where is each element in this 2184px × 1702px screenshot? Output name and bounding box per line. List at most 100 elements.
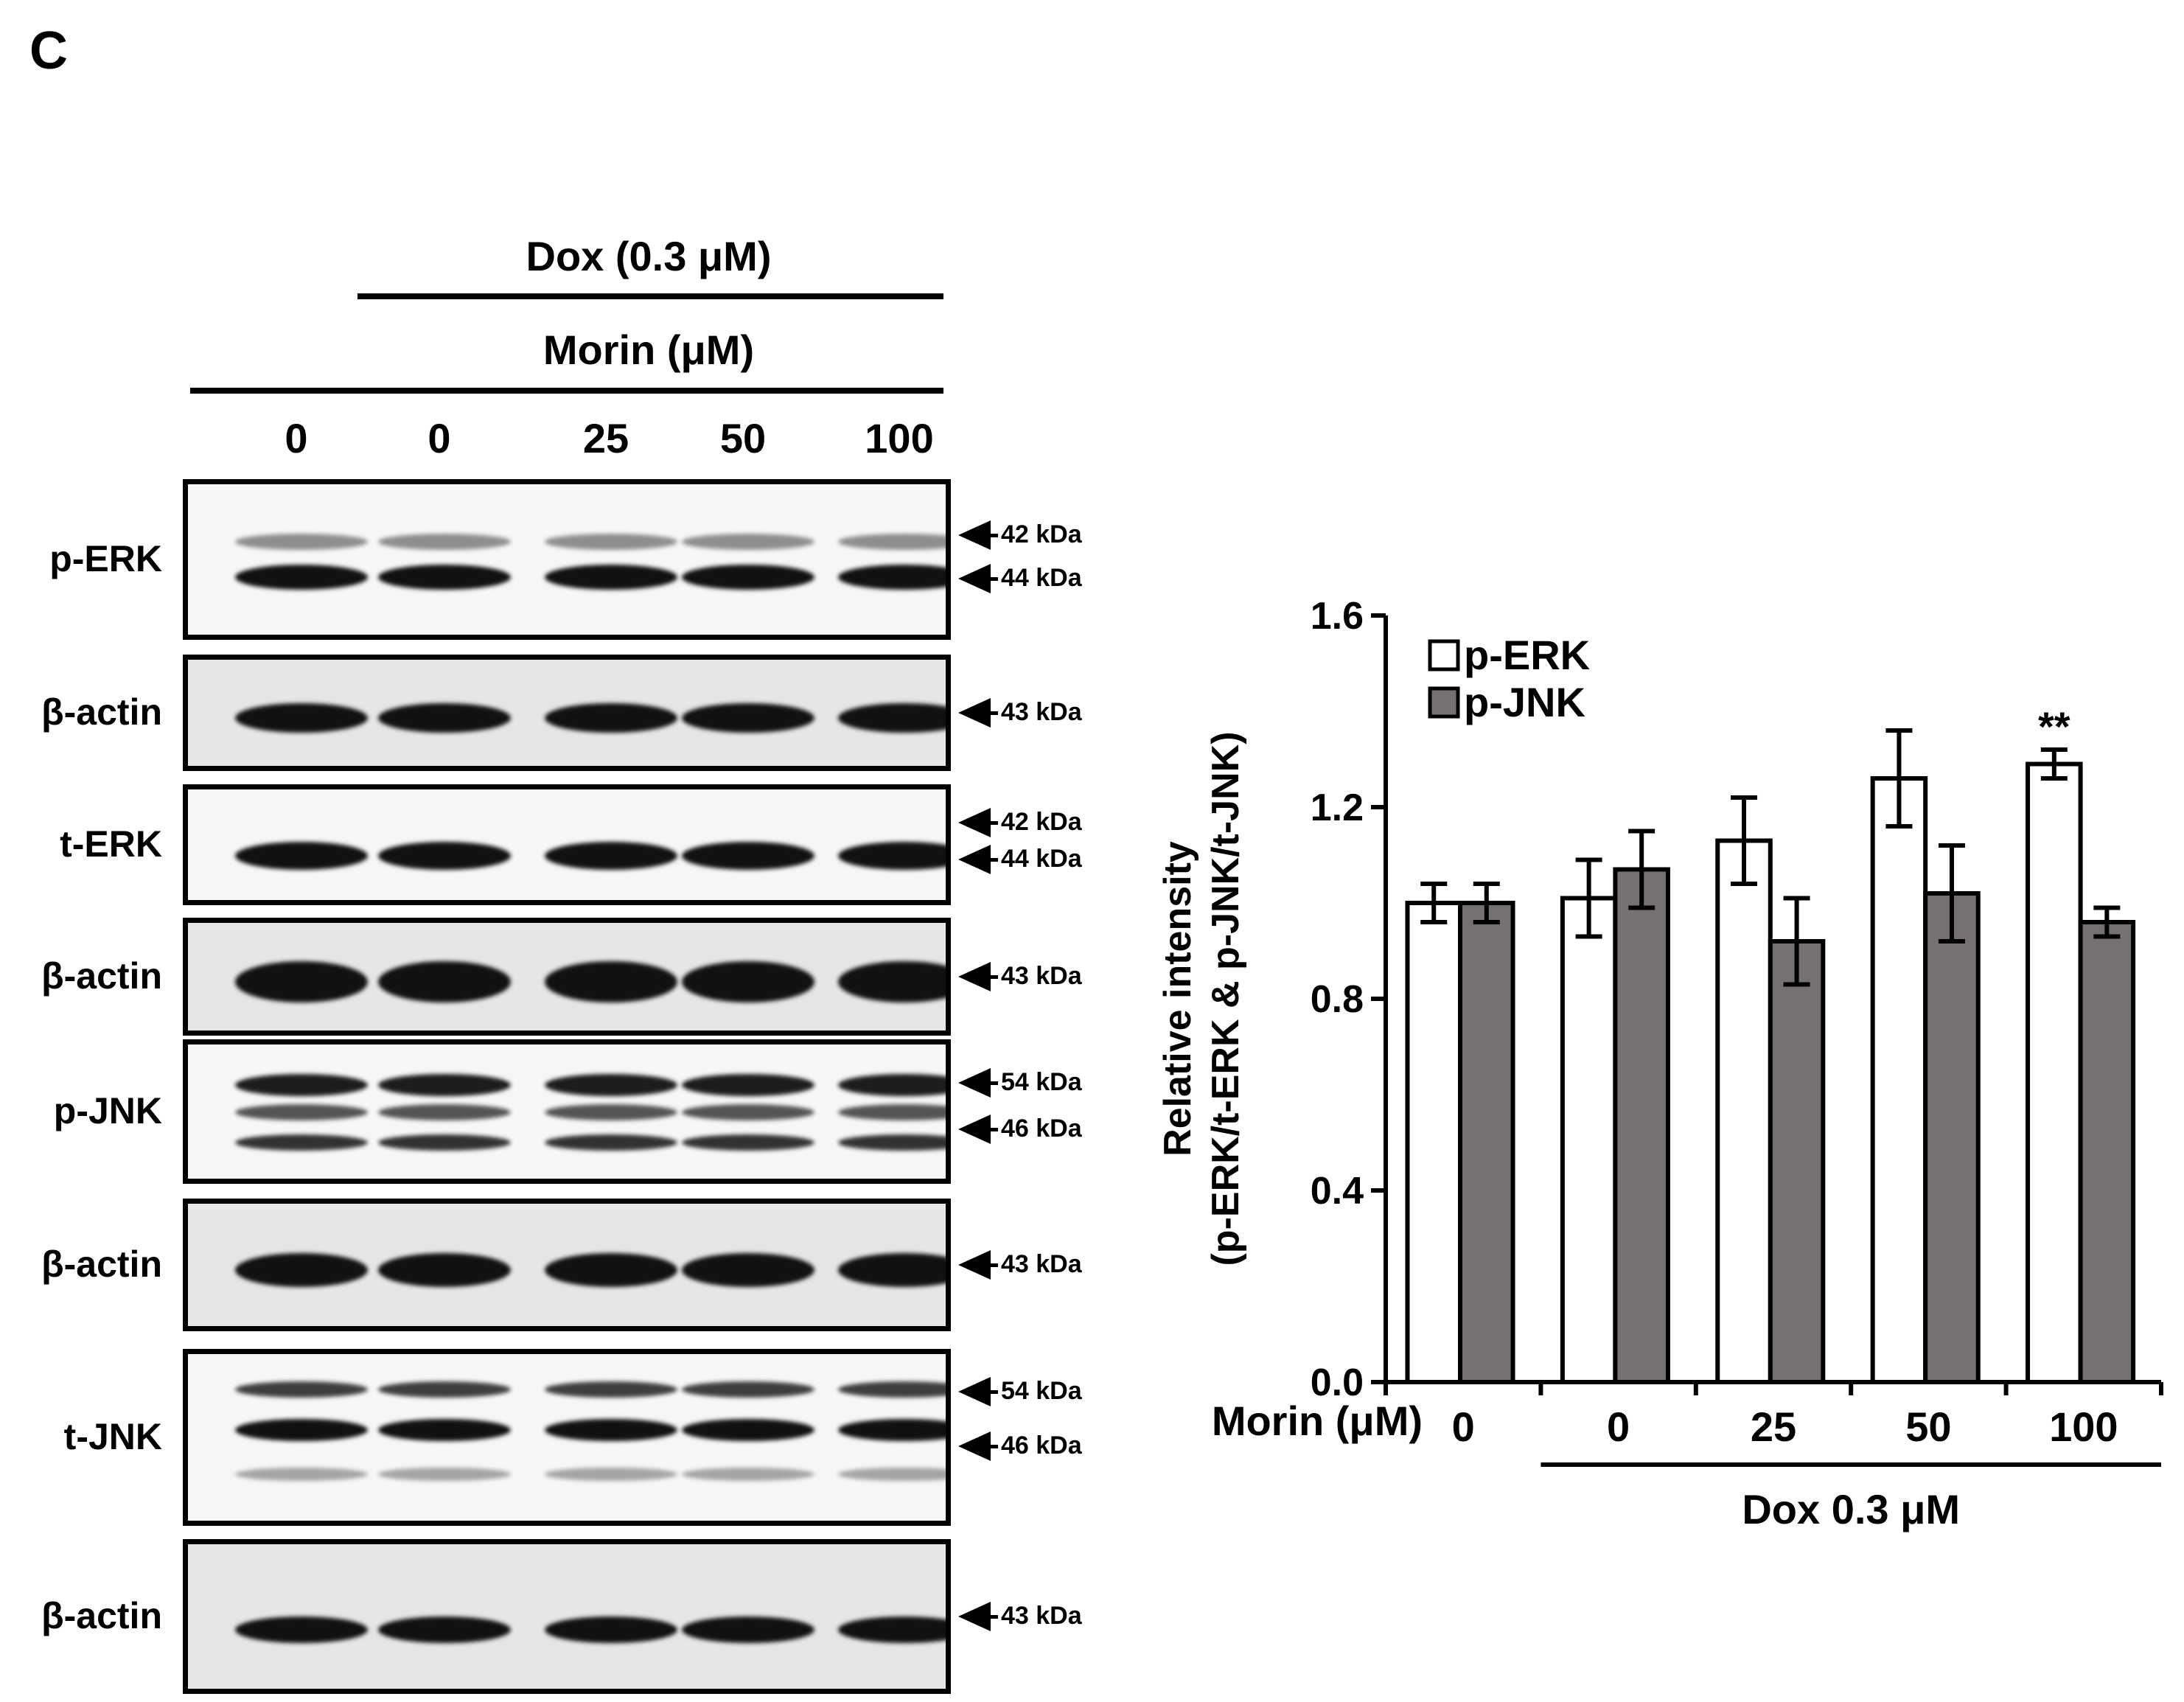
band [378,1253,511,1287]
bar-p-jnk [2078,920,2136,1384]
morin-header: Morin (μM) [542,327,755,373]
band [838,1253,946,1287]
marker-label: 44 kDa [1001,564,1082,593]
band [235,1253,368,1287]
marker-label: 42 kDa [1001,520,1082,549]
band [682,1468,814,1482]
row-label: β-actin [41,955,162,997]
band [838,842,946,871]
row-label: p-JNK [53,1090,162,1131]
band [545,534,677,551]
lane-label: 25 [582,415,629,461]
band [545,1134,677,1151]
band [682,534,814,551]
marker-arrow [958,1250,991,1280]
morin-line [190,388,943,394]
band [838,1468,946,1482]
band [838,703,946,733]
marker-label: 43 kDa [1001,698,1082,726]
band [545,1073,677,1096]
blot-pjnk-4 [183,1039,951,1184]
band [682,1073,814,1096]
band [235,842,368,871]
band [235,1134,368,1151]
marker-label: 54 kDa [1001,1067,1082,1096]
blot-terk-2 [183,784,951,905]
marker-arrow-tail [988,577,998,582]
band [235,1616,368,1643]
legend-swatch-p-jnk [1428,686,1460,719]
band [838,1381,946,1398]
band [378,1468,511,1482]
row-label: t-ERK [60,823,162,865]
band [545,1253,677,1287]
x-axis-prefix: Morin (μM) [1212,1398,1423,1444]
marker-arrow-tail [988,1445,998,1448]
bar-p-erk [1560,896,1618,1384]
marker-label: 46 kDa [1001,1431,1082,1459]
band [838,534,946,551]
lane-label: 0 [285,415,308,461]
band [378,1616,511,1643]
significance-label: ** [2038,703,2070,750]
blot-actin-5 [183,1199,951,1331]
x-tick-label: 50 [1905,1403,1951,1450]
band [378,1419,511,1442]
band [682,961,814,1002]
band [838,1616,946,1643]
row-label: p-ERK [49,538,162,579]
band [235,703,368,733]
marker-arrow-tail [988,1127,998,1131]
y-tick-label: 0.8 [1311,978,1364,1021]
band [235,534,368,551]
band [545,1616,677,1643]
row-label: t-JNK [63,1416,162,1457]
band [545,1419,677,1442]
band [235,1419,368,1442]
bar-p-jnk [1923,891,1981,1384]
band [682,1419,814,1442]
band [378,1073,511,1096]
bar-p-erk [2026,761,2083,1384]
panel-label: C [29,21,68,80]
marker-arrow [958,698,991,728]
row-label: β-actin [41,1595,162,1636]
band [235,1104,368,1121]
band [682,1253,814,1287]
band [378,961,511,1002]
band [838,1419,946,1442]
band [378,1134,511,1151]
blot-tjnk-6 [183,1349,951,1526]
y-tick-label: 0.0 [1311,1361,1364,1404]
marker-arrow [958,1114,991,1144]
marker-label: 43 kDa [1001,962,1082,990]
marker-arrow-tail [988,1081,998,1085]
legend-swatch-p-erk [1428,639,1460,672]
lane-label: 50 [719,415,767,461]
band [545,842,677,871]
blot-actin-3 [183,918,951,1036]
band [378,1104,511,1121]
marker-arrow [958,1431,991,1461]
marker-arrow-tail [988,1615,998,1619]
band [378,703,511,733]
bar-p-jnk [1768,939,1826,1384]
band [378,842,511,871]
x-tick-label: 25 [1751,1403,1796,1450]
y-axis-label: (p-ERK/t-ERK & p-JNK/t-JNK) [1204,731,1247,1266]
marker-label: 54 kDa [1001,1376,1082,1405]
marker-arrow-tail [988,821,998,826]
marker-arrow-tail [988,534,998,538]
marker-arrow [958,962,991,991]
band [378,565,511,590]
marker-arrow [958,1376,991,1406]
x-tick-label: 0 [1607,1403,1630,1450]
bar-p-jnk [1613,867,1670,1384]
band [838,565,946,590]
band [235,1468,368,1482]
marker-arrow [958,844,991,874]
band [682,703,814,733]
band [838,961,946,1002]
bar-p-erk [1405,901,1462,1384]
band [545,1104,677,1121]
